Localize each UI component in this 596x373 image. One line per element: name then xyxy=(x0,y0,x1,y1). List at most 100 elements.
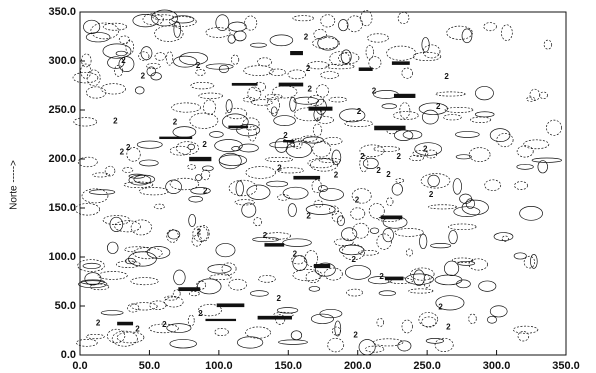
contour-line xyxy=(245,326,271,339)
contour-line xyxy=(169,177,200,191)
contour-line xyxy=(422,44,441,59)
contour-line xyxy=(313,199,324,208)
contour-label: 2 xyxy=(429,190,434,199)
contour-line xyxy=(470,116,492,123)
contour-line xyxy=(427,174,440,187)
contour-label: 2 xyxy=(423,145,428,154)
contour-label: 2 xyxy=(126,143,131,152)
contour-label: 2 xyxy=(198,309,203,318)
y-tick-label: 150.0 xyxy=(48,202,76,214)
contour-line xyxy=(368,203,385,219)
contour-line xyxy=(164,296,184,308)
contour-line xyxy=(358,250,379,256)
contour-line xyxy=(78,280,108,289)
contour-line xyxy=(235,180,244,197)
contour-line xyxy=(474,111,495,118)
contour-line xyxy=(405,248,413,257)
contour-line xyxy=(435,295,465,311)
contour-line xyxy=(197,225,210,242)
contour-fill xyxy=(283,139,295,143)
contour-line xyxy=(320,14,336,28)
contour-label: 2 xyxy=(283,131,288,140)
contour-line xyxy=(514,181,528,190)
contour-line xyxy=(334,320,342,337)
contour-line xyxy=(346,15,363,33)
contour-line xyxy=(459,193,472,204)
contour-line xyxy=(501,24,513,41)
contour-fill xyxy=(228,125,249,129)
contour-label: 2 xyxy=(113,116,118,125)
contour-line xyxy=(151,9,179,27)
contour-line xyxy=(218,154,248,166)
contour-line xyxy=(90,22,119,40)
contour-line xyxy=(123,181,154,189)
y-tick-label: 100.0 xyxy=(48,251,76,263)
contour-line xyxy=(73,117,98,127)
contour-line xyxy=(401,67,413,79)
contour-line xyxy=(483,22,497,32)
contour-line xyxy=(430,243,452,249)
contour-line xyxy=(468,147,491,163)
contour-line xyxy=(513,252,527,260)
contour-line xyxy=(489,128,511,142)
contour-line xyxy=(116,260,141,268)
contour-line xyxy=(310,158,339,172)
contour-line xyxy=(300,135,318,142)
contour-line xyxy=(537,160,548,174)
contour-line xyxy=(444,106,474,113)
contour-line xyxy=(448,230,458,245)
contour-line xyxy=(77,156,98,168)
contour-line xyxy=(530,253,538,269)
plot-frame xyxy=(79,11,567,356)
contour-line xyxy=(77,259,105,272)
contour-line xyxy=(146,62,161,70)
contour-line xyxy=(311,179,322,194)
contour-line xyxy=(125,39,135,55)
contour-line xyxy=(405,273,434,285)
contour-line xyxy=(523,139,550,150)
contour-line xyxy=(461,28,473,44)
contour-line xyxy=(173,269,186,286)
contour-line xyxy=(413,269,425,286)
contour-line xyxy=(422,109,439,125)
contour-line xyxy=(124,246,151,253)
contour-line xyxy=(253,217,263,227)
contour-line xyxy=(128,251,157,267)
contour-line xyxy=(130,277,159,286)
contour-line xyxy=(289,96,297,112)
contour-line xyxy=(228,278,248,291)
contour-line xyxy=(323,137,343,145)
contour-label: 2 xyxy=(396,152,401,161)
contour-label: 2 xyxy=(357,107,362,116)
contour-label: 2 xyxy=(386,170,391,179)
contour-line xyxy=(278,339,308,345)
contour-line xyxy=(236,123,261,137)
contour-line xyxy=(75,338,98,347)
contour-line xyxy=(102,43,132,59)
contour-line xyxy=(114,64,124,77)
contour-line xyxy=(381,103,397,110)
contour-line xyxy=(92,172,110,178)
contour-line xyxy=(138,51,150,61)
contour-line xyxy=(81,188,109,204)
contour-label: 2 xyxy=(263,231,268,240)
contour-line xyxy=(368,56,382,70)
contour-line xyxy=(351,188,372,204)
contour-line xyxy=(231,54,240,65)
contour-line xyxy=(359,144,385,158)
contour-line xyxy=(496,133,514,148)
contour-line xyxy=(195,174,203,181)
contour-line xyxy=(461,199,489,216)
contour-line xyxy=(153,203,166,210)
contour-line xyxy=(367,33,389,43)
contour-line xyxy=(397,340,412,352)
contour-line xyxy=(146,246,171,259)
contour-line xyxy=(227,34,236,44)
contour-line xyxy=(337,215,345,227)
contour-line xyxy=(410,267,435,281)
contour-line xyxy=(190,187,211,195)
contour-line xyxy=(345,265,372,280)
y-tick-label: 50.0 xyxy=(55,300,76,312)
contour-line xyxy=(172,126,197,138)
contour-line xyxy=(148,323,179,334)
